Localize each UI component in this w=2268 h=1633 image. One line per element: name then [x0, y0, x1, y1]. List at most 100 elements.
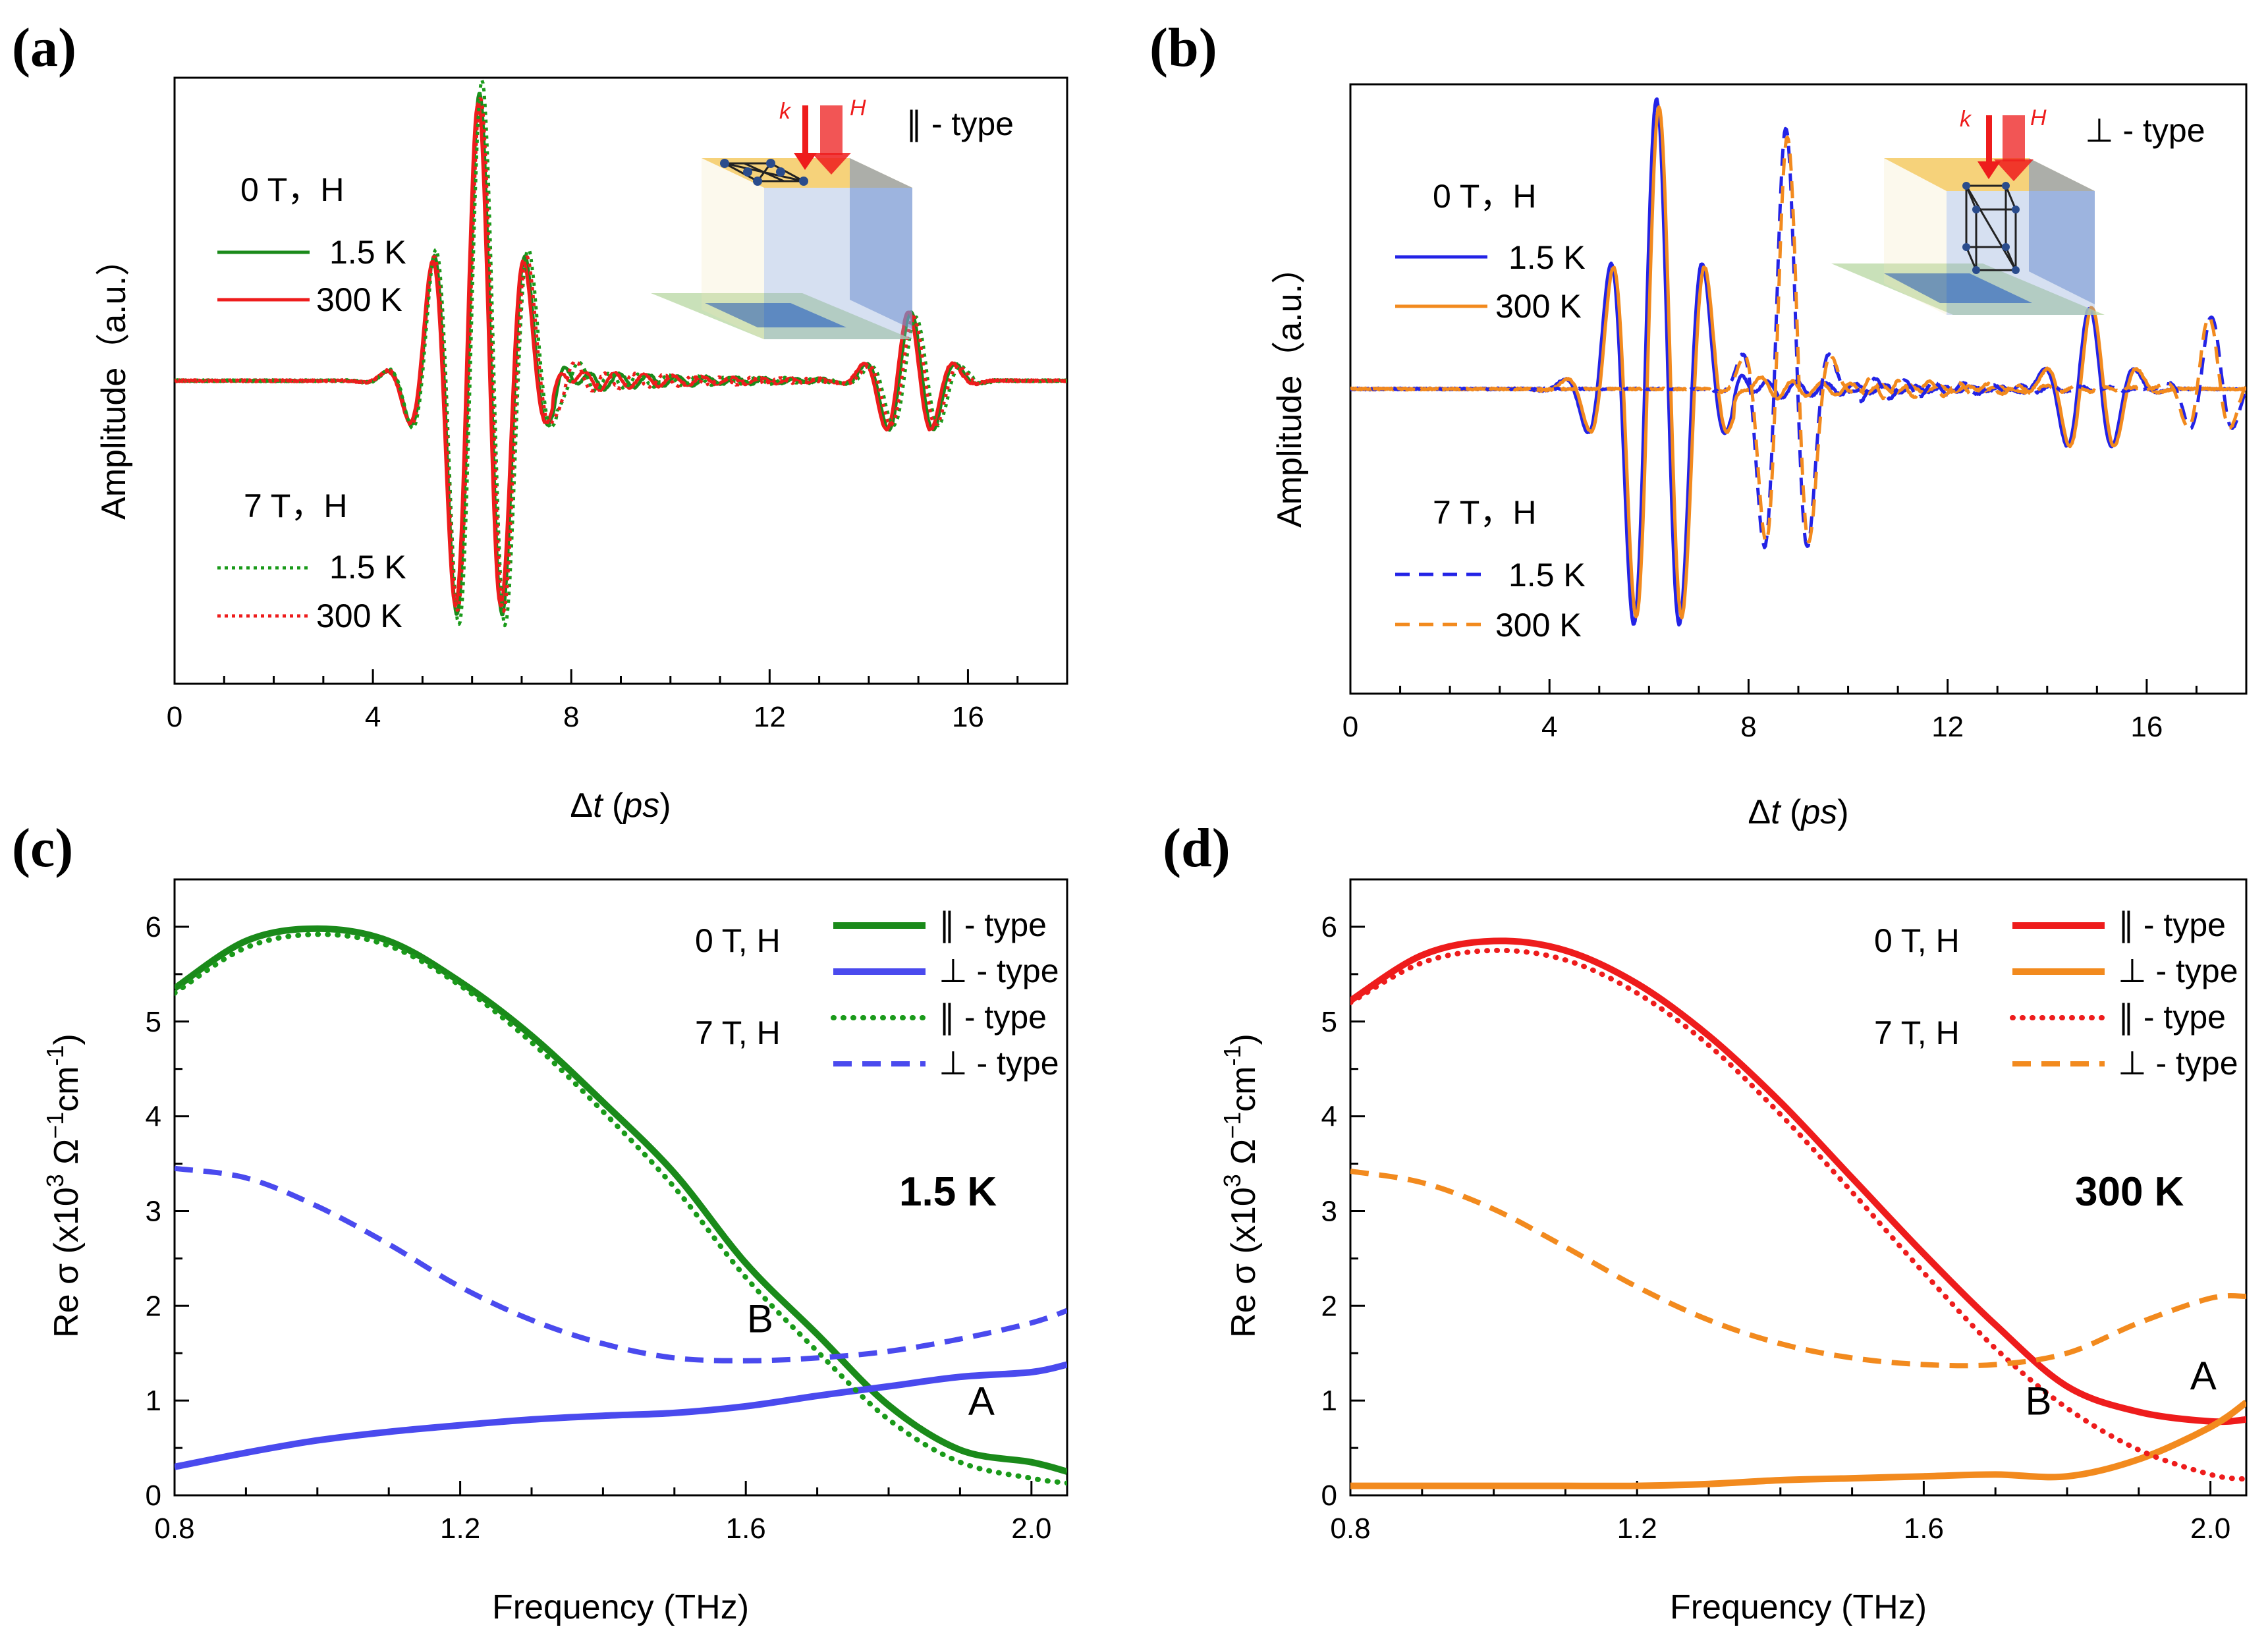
panel-label-a: (a) — [12, 17, 76, 78]
panel-label-b: (b) — [1149, 17, 1217, 78]
inset-k-label-b: k — [1960, 107, 1972, 132]
y-axis-label-c: Re σ (x103 Ω−1cm-1) — [41, 1034, 86, 1338]
annotation-label: A — [968, 1379, 995, 1424]
legend-group-label: 7 T, H — [695, 1014, 781, 1051]
x-tick-label: 8 — [1740, 711, 1756, 743]
legend-entry: ∥ - type — [939, 906, 1047, 943]
y-tick-label: 0 — [1321, 1480, 1337, 1512]
legend-entry-a-1: 300 K — [316, 281, 402, 318]
x-tick-label: 12 — [1931, 711, 1964, 743]
legend-entry-a-2: 1.5 K — [329, 549, 406, 586]
legend-entry-b-3: 300 K — [1495, 607, 1582, 644]
panel-label-d: (d) — [1163, 817, 1231, 879]
x-tick-label: 0 — [1342, 711, 1358, 743]
x-tick-label: 1.2 — [1617, 1512, 1657, 1545]
x-tick-labels-a: 0 4 8 12 16 — [167, 701, 984, 733]
series-line — [1350, 1399, 2246, 1489]
series-lines-a — [175, 78, 1067, 628]
y-tick-label: 2 — [146, 1290, 161, 1322]
y-tick-label: 4 — [1321, 1101, 1337, 1133]
series-line — [1350, 1169, 2246, 1369]
x-tick-label: 1.6 — [1904, 1512, 1944, 1545]
axis-ticks-c — [173, 926, 1033, 1497]
annotations-d: BA — [2025, 1354, 2216, 1424]
y-tick-label: 1 — [1321, 1385, 1337, 1417]
legend-entry: ⊥ - type — [2118, 953, 2238, 989]
annotation-label: A — [2190, 1354, 2217, 1398]
y-tick-label: 2 — [1321, 1290, 1337, 1322]
inset-geometry-b: k H — [1831, 105, 2105, 315]
legend-group-label: 0 T, H — [1874, 922, 1960, 959]
y-tick-label: 6 — [1321, 911, 1337, 943]
legend-group-label: 0 T, H — [695, 922, 781, 959]
x-tick-label: 16 — [952, 701, 984, 733]
y-tick-label: 3 — [146, 1195, 161, 1227]
series-lines-b — [1350, 97, 2246, 627]
x-tick-label: 4 — [365, 701, 381, 733]
y-tick-label: 3 — [1321, 1195, 1337, 1227]
x-tick-label: 1.2 — [440, 1512, 480, 1545]
legend-entry-a-0: 1.5 K — [329, 234, 406, 271]
legend-entry: ∥ - type — [2118, 906, 2226, 943]
series-line — [175, 97, 1067, 613]
y-axis-label-d: Re σ (x103 Ω−1cm-1) — [1219, 1034, 1263, 1338]
legend-header-b-7t: 7 T，H — [1433, 494, 1536, 531]
legend-entry: ∥ - type — [2118, 999, 2226, 1036]
geometry-type-label-a: ∥ - type — [906, 105, 1014, 142]
y-tick-label: 5 — [146, 1006, 161, 1038]
legend-entry: ⊥ - type — [939, 1045, 1059, 1082]
legend-entry: ⊥ - type — [939, 953, 1059, 989]
x-tick-label: 12 — [754, 701, 786, 733]
legend-entry-b-0: 1.5 K — [1508, 239, 1586, 276]
y-axis-label-b: Amplitude（a.u.） — [1271, 250, 1309, 528]
tick-labels-c: 0.8 1.2 1.6 2.0 0 1 2 3 4 5 6 — [146, 911, 1052, 1545]
series-lines-d — [1350, 937, 2246, 1489]
series-line — [1350, 947, 2246, 1482]
plot-frame-c — [173, 878, 1068, 1497]
legend-entry-a-3: 300 K — [316, 597, 402, 634]
x-tick-label: 1.6 — [726, 1512, 766, 1545]
y-tick-label: 1 — [146, 1385, 161, 1417]
annotation-label: B — [747, 1297, 773, 1341]
annotation-label: B — [2025, 1379, 2051, 1424]
inset-h-label-b: H — [2030, 105, 2047, 130]
series-line — [175, 78, 1067, 628]
legend-header-a-0t: 0 T，H — [240, 171, 344, 208]
legend-entry-b-1: 300 K — [1495, 288, 1582, 325]
series-line — [175, 931, 1067, 1486]
x-tick-label: 8 — [563, 701, 579, 733]
legend-entry: ⊥ - type — [2118, 1045, 2238, 1082]
legend-header-b-0t: 0 T，H — [1433, 178, 1536, 215]
legend-entry-b-2: 1.5 K — [1508, 557, 1586, 594]
temperature-label-c: 1.5 K — [899, 1169, 997, 1215]
plot-frame-d — [1349, 878, 2248, 1497]
x-tick-label: 16 — [2130, 711, 2163, 743]
x-tick-label: 0 — [167, 701, 182, 733]
x-axis-label-a: Δt (ps) — [570, 787, 671, 825]
x-tick-label: 2.0 — [1011, 1512, 1051, 1545]
series-line — [175, 925, 1067, 1475]
x-tick-label: 2.0 — [2190, 1512, 2230, 1545]
inset-k-label-a: k — [779, 99, 792, 124]
annotations-c: BA — [747, 1297, 995, 1424]
x-tick-labels-b: 0 4 8 12 16 — [1342, 711, 2163, 743]
x-ticks-a — [173, 669, 1068, 684]
legend-entry: ∥ - type — [939, 999, 1047, 1036]
legend-group-label: 7 T, H — [1874, 1014, 1960, 1051]
tick-labels-d: 0.8 1.2 1.6 2.0 0 1 2 3 4 5 6 — [1321, 911, 2231, 1545]
legend-c: 0 T, H ∥ - type ⊥ - type 7 T, H ∥ - type ⊥ - … — [695, 906, 1059, 1082]
x-tick-label: 0.8 — [1330, 1512, 1370, 1545]
x-ticks-b — [1349, 679, 2248, 694]
legend-d: 0 T, H ∥ - type ⊥ - type 7 T, H ∥ - type ⊥ - … — [1874, 906, 2238, 1082]
geometry-type-label-b: ⊥ - type — [2085, 112, 2205, 149]
x-axis-label-c: Frequency (THz) — [492, 1588, 749, 1626]
y-axis-label-a: Amplitude（a.u.） — [95, 242, 133, 520]
panel-label-c: (c) — [12, 817, 73, 879]
series-lines-c — [175, 925, 1067, 1486]
series-line — [1350, 937, 2246, 1425]
x-tick-label: 0.8 — [154, 1512, 194, 1545]
y-tick-label: 0 — [146, 1480, 161, 1512]
